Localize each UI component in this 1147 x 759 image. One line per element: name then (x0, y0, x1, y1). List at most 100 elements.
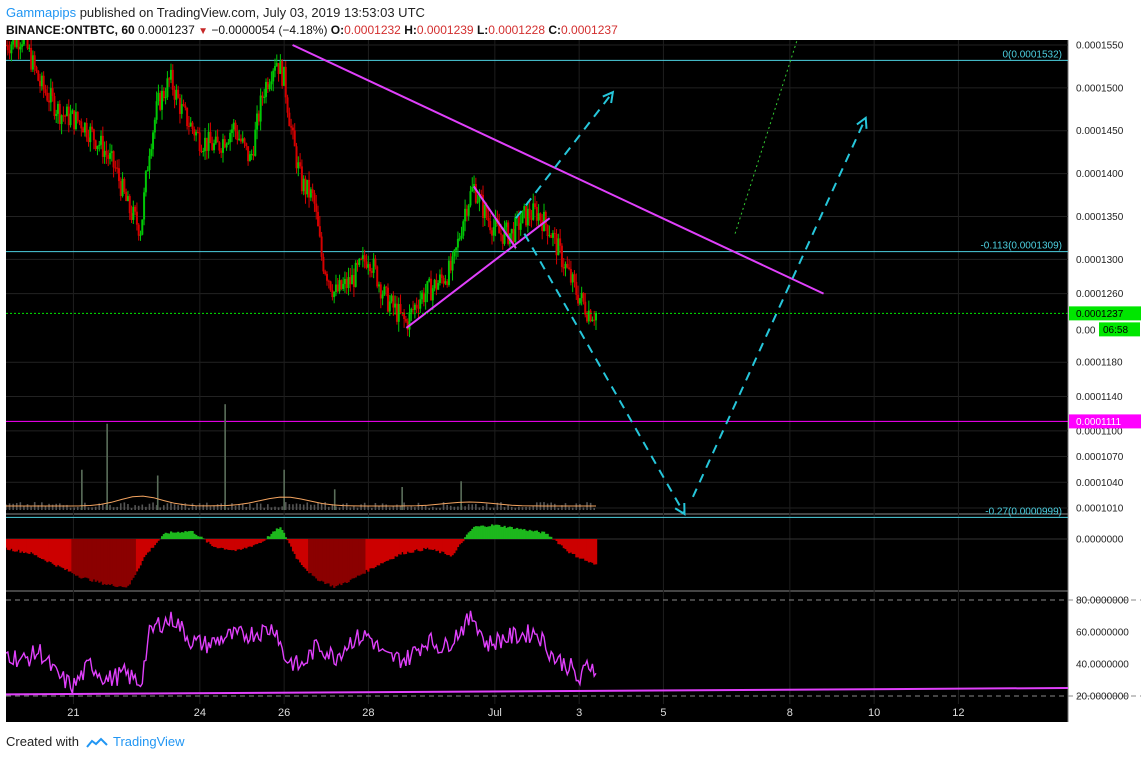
macd-bar (367, 539, 370, 572)
macd-bar (483, 526, 487, 539)
high-value: 0.0001239 (416, 23, 474, 37)
macd-bar (275, 528, 278, 539)
candle-body (48, 100, 51, 103)
macd-bar (437, 539, 440, 551)
macd-bar (270, 533, 273, 539)
author-link[interactable]: Gammapips (6, 5, 77, 20)
candle-body (35, 67, 38, 71)
candle-body (40, 75, 43, 87)
candle-body (530, 218, 533, 220)
candle-body (12, 40, 15, 45)
candle-body (44, 89, 47, 93)
macd-bar (119, 539, 122, 587)
candle-body (247, 146, 250, 162)
macd-bar (521, 529, 524, 539)
candle-body (21, 44, 24, 47)
candle-body (408, 312, 411, 330)
candle-body (553, 232, 556, 235)
time-tick-label: 21 (67, 707, 79, 719)
volume-bar (87, 507, 90, 510)
candle-body (272, 70, 275, 82)
candle-body (566, 263, 569, 268)
volume-bar (170, 502, 172, 510)
macd-bar (537, 531, 540, 539)
candle-body (370, 271, 373, 273)
price-tick-label: 0.0001100 (1076, 426, 1123, 437)
candle-body (521, 210, 524, 224)
macd-bar (376, 539, 379, 566)
macd-bar (223, 539, 226, 550)
last-price-tag (1069, 306, 1141, 321)
macd-bar (557, 539, 560, 545)
macd-bar (559, 539, 562, 545)
candle-body (286, 97, 289, 113)
candle-body (440, 274, 443, 279)
macd-bar (378, 539, 381, 566)
volume-bar (270, 507, 273, 510)
candle-body (126, 196, 129, 201)
macd-bar (340, 539, 343, 586)
candle-body (422, 292, 425, 303)
macd-bar (306, 539, 309, 571)
macd-bar (213, 539, 216, 547)
macd-bar (168, 533, 171, 539)
macd-bar (57, 539, 60, 566)
volume-bar (424, 505, 427, 510)
rsi-tick-label: 20.0000000 (1076, 692, 1129, 703)
tradingview-link[interactable]: TradingView (113, 734, 185, 749)
candle-body (571, 274, 574, 283)
macd-bar (587, 539, 591, 563)
fib-level-label: -0.27(0.0000999) (985, 506, 1062, 517)
candle-body (313, 193, 316, 204)
macd-bar (336, 539, 339, 586)
macd-bar (471, 528, 474, 539)
candle-body (331, 290, 334, 298)
candle-body (360, 258, 363, 260)
macd-bar (279, 527, 282, 539)
volume-bar (442, 502, 445, 510)
macd-bar (317, 539, 320, 581)
macd-bar (248, 539, 252, 547)
candle-body (252, 154, 255, 156)
macd-bar (175, 532, 178, 539)
candle-body (295, 146, 298, 169)
candle-body (395, 303, 398, 322)
macd-bar (480, 525, 483, 539)
candle-body (184, 105, 187, 108)
candle-body (284, 66, 287, 98)
macd-bar (62, 539, 65, 569)
volume-bar (8, 503, 11, 510)
time-tick-label: Jul (488, 707, 502, 719)
macd-bar (169, 531, 173, 539)
candle-body (65, 106, 68, 117)
macd-bar (324, 539, 327, 585)
macd-bar (564, 539, 567, 550)
candle-body (329, 281, 332, 291)
plot-background (6, 40, 1068, 722)
price-tick-label: 0.0001070 (1076, 452, 1124, 463)
macd-bar (369, 539, 372, 569)
macd-bar (426, 539, 429, 548)
macd-bar (236, 539, 239, 550)
chart-canvas[interactable]: 0.0001550 0.0001500 0.0001450 0.0001400 0.00… (6, 40, 1141, 722)
candle-body (437, 282, 440, 290)
candle-body (268, 84, 271, 90)
macd-bar (162, 534, 166, 539)
candle-body (19, 46, 22, 50)
candle-body (39, 80, 42, 87)
candle-body (595, 313, 597, 321)
price-tick-label: 0.0001300 (1076, 255, 1124, 266)
support-price-label: 0.0001111 (1076, 417, 1121, 428)
macd-bar (211, 539, 214, 547)
candle-body (238, 138, 241, 140)
candle-body (555, 234, 558, 256)
macd-bar (451, 539, 454, 556)
price-axis-background (1068, 40, 1141, 722)
volume-bar (141, 504, 144, 510)
candle-body (426, 281, 429, 294)
candle-body (8, 50, 11, 54)
volume-bar (317, 502, 319, 510)
projection-arrowhead (674, 502, 686, 516)
volume-bar (152, 502, 154, 510)
volume-bar (245, 506, 248, 510)
